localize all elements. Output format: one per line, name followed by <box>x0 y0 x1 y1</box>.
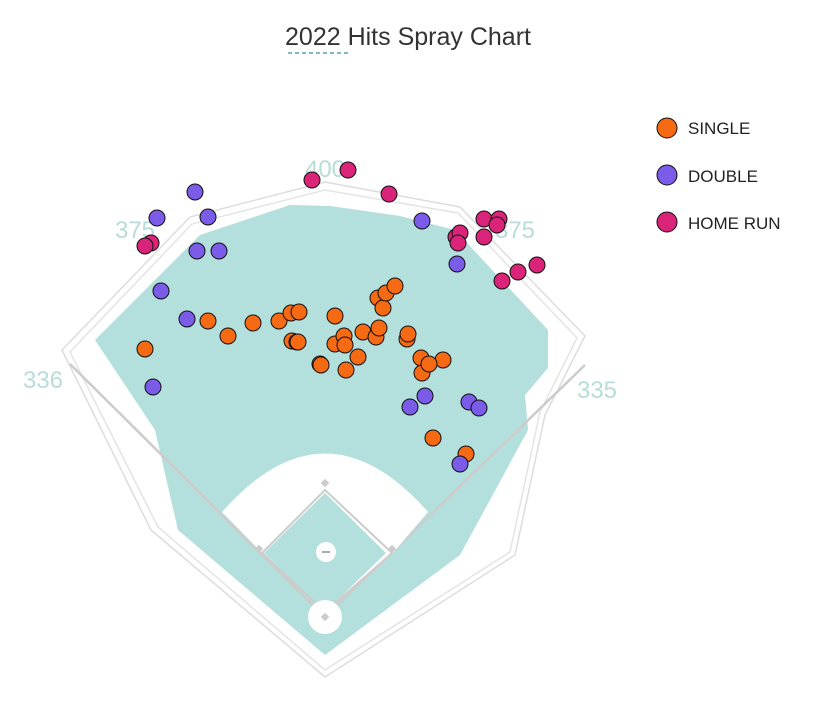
hit-point-single <box>244 314 262 332</box>
hit-point-single <box>424 429 442 447</box>
hit-point-single <box>136 340 154 358</box>
hit-point-single <box>312 356 330 374</box>
legend-label-home-run: HOME RUN <box>688 214 781 233</box>
hit-point-single <box>289 333 307 351</box>
hit-point-double <box>416 387 434 405</box>
legend: SINGLE DOUBLE HOME RUN <box>656 117 781 233</box>
legend-marker-home-run <box>656 211 678 233</box>
hit-point-single <box>349 348 367 366</box>
hit-point-single <box>420 355 438 373</box>
hit-point-home-run <box>488 216 506 234</box>
hit-point-single <box>219 327 237 345</box>
hit-point-home-run <box>509 263 527 281</box>
hit-point-double <box>186 183 204 201</box>
hit-point-double <box>401 398 419 416</box>
second-base <box>320 478 330 488</box>
legend-label-single: SINGLE <box>688 119 750 138</box>
hit-point-double <box>451 455 469 473</box>
hit-point-double <box>144 378 162 396</box>
hit-point-double <box>178 310 196 328</box>
hit-point-single <box>386 277 404 295</box>
hit-point-single <box>290 303 308 321</box>
first-base <box>387 544 397 554</box>
hit-point-home-run <box>136 237 154 255</box>
legend-label-double: DOUBLE <box>688 167 758 186</box>
hit-point-double <box>470 399 488 417</box>
distance-label-right-line: 335 <box>577 377 617 404</box>
third-base <box>254 544 264 554</box>
hit-point-double <box>210 242 228 260</box>
hit-point-double <box>199 208 217 226</box>
distance-label-left-line: 336 <box>23 367 63 394</box>
left-foul-line <box>69 363 326 618</box>
legend-item-single[interactable]: SINGLE <box>656 117 750 139</box>
hit-point-single <box>270 312 288 330</box>
hit-point-single <box>326 307 344 325</box>
chart-title: 2022 Hits Spray Chart <box>285 23 531 51</box>
hit-point-home-run <box>528 256 546 274</box>
ballpark <box>61 181 586 678</box>
hit-point-single <box>370 319 388 337</box>
chart-title-group: 2022 Hits Spray Chart <box>285 23 531 54</box>
hit-points <box>136 161 546 473</box>
hit-point-single <box>434 351 452 369</box>
legend-item-double[interactable]: DOUBLE <box>656 164 758 186</box>
baselines <box>260 488 394 614</box>
hit-point-home-run <box>339 161 357 179</box>
hit-point-single <box>337 361 355 379</box>
hit-point-double <box>413 212 431 230</box>
hit-point-home-run <box>303 171 321 189</box>
hit-point-single <box>374 299 392 317</box>
home-plate <box>320 612 330 622</box>
hit-point-double <box>188 242 206 260</box>
hit-point-home-run <box>493 272 511 290</box>
hit-point-double <box>152 282 170 300</box>
hit-point-single <box>199 312 217 330</box>
hit-point-home-run <box>380 185 398 203</box>
hit-point-double <box>148 209 166 227</box>
hit-point-home-run <box>449 234 467 252</box>
legend-item-home-run[interactable]: HOME RUN <box>656 211 781 233</box>
pitcher-rubber <box>322 551 330 553</box>
hit-point-home-run <box>475 228 493 246</box>
legend-marker-single <box>656 117 678 139</box>
hit-point-single <box>399 325 417 343</box>
hit-point-single <box>336 336 354 354</box>
legend-marker-double <box>656 164 678 186</box>
hit-point-double <box>448 255 466 273</box>
